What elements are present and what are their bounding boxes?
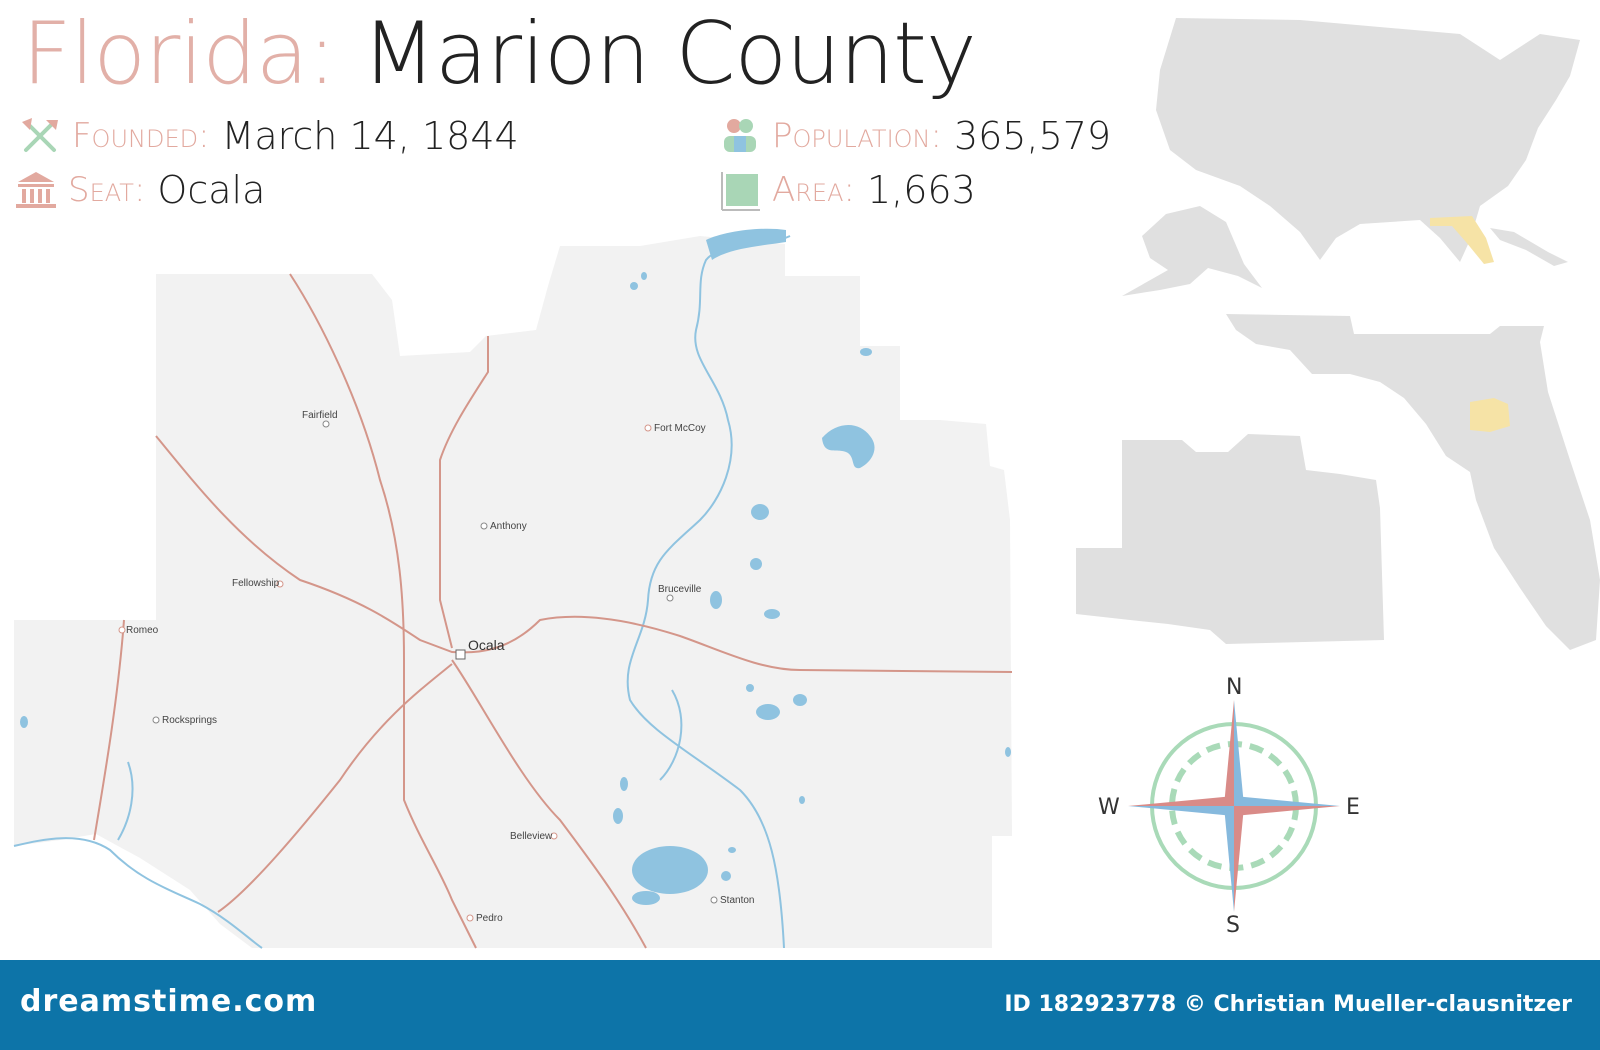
town-romeo: Romeo [118,625,159,636]
rivers [13,235,791,949]
courthouse-icon [16,172,56,208]
usa-inset-map [1122,18,1580,296]
town-stanton: Stanton [710,895,754,906]
footer-credit: ID 182923778 © Christian Mueller-clausni… [1004,992,1572,1017]
towns: Fairfield Fort McCoy Anthony Fellowship … [118,410,754,924]
svg-text:Anthony: Anthony [490,521,527,532]
seat-label: Seat: [68,170,146,210]
fact-seat: Seat: Ocala [14,168,265,212]
people-icon [724,119,756,152]
town-rocksprings: Rocksprings [152,715,217,726]
county-seat-ocala: Ocala [455,637,505,660]
population-value: 365,579 [953,114,1112,158]
county-silhouette-inset [1076,434,1384,644]
area-value: 1,663 [866,168,976,212]
county-map: Fairfield Fort McCoy Anthony Fellowship … [13,18,1600,949]
title-county: Marion County [361,4,977,104]
svg-text:Pedro: Pedro [476,913,503,924]
footer-brand: dreamstime.com [20,984,318,1019]
svg-text:Fairfield: Fairfield [302,410,338,421]
florida-highlight-usa [1430,216,1494,264]
town-bruceville: Bruceville [658,584,702,602]
svg-text:Fort McCoy: Fort McCoy [654,423,706,434]
town-anthony: Anthony [480,521,527,532]
river-mouth [706,228,786,260]
town-fellowship: Fellowship [232,578,284,589]
compass-rose: N S E W [1098,675,1360,938]
roads [93,273,1013,949]
fact-founded: Founded: March 14, 1844 [18,114,519,158]
fact-area: Area: 1,663 [718,168,976,212]
svg-text:Rocksprings: Rocksprings [162,715,217,726]
founded-label: Founded: [72,116,210,156]
county-land [14,236,1012,948]
svg-text:Bruceville: Bruceville [658,584,702,595]
marion-highlight-florida [1470,398,1510,432]
svg-text:Ocala: Ocala [468,637,505,653]
compass-s: S [1226,913,1240,938]
title-state: Florida: [22,4,336,104]
footer-bar: dreamstime.com ID 182923778 © Christian … [0,960,1600,1050]
shovel-axe-icon [22,118,58,152]
town-fort-mccoy: Fort McCoy [644,423,706,434]
founded-value: March 14, 1844 [221,114,519,158]
florida-inset-map [1226,314,1600,650]
svg-text:Stanton: Stanton [720,895,754,906]
compass-n: N [1226,675,1242,700]
town-belleview: Belleview [510,831,558,842]
svg-text:Romeo: Romeo [126,625,159,636]
lakes [20,272,1011,905]
town-fairfield: Fairfield [302,410,338,428]
fact-population: Population: 365,579 [718,114,1111,158]
page-title: Florida: Marion County [22,4,977,104]
seat-value: Ocala [157,168,266,212]
area-label: Area: [772,170,855,210]
area-square-icon [721,172,760,211]
population-label: Population: [772,116,942,156]
compass-w: W [1098,795,1120,820]
compass-e: E [1346,795,1360,820]
svg-text:Belleview: Belleview [510,831,553,842]
town-pedro: Pedro [466,913,503,924]
svg-text:Fellowship: Fellowship [232,578,280,589]
